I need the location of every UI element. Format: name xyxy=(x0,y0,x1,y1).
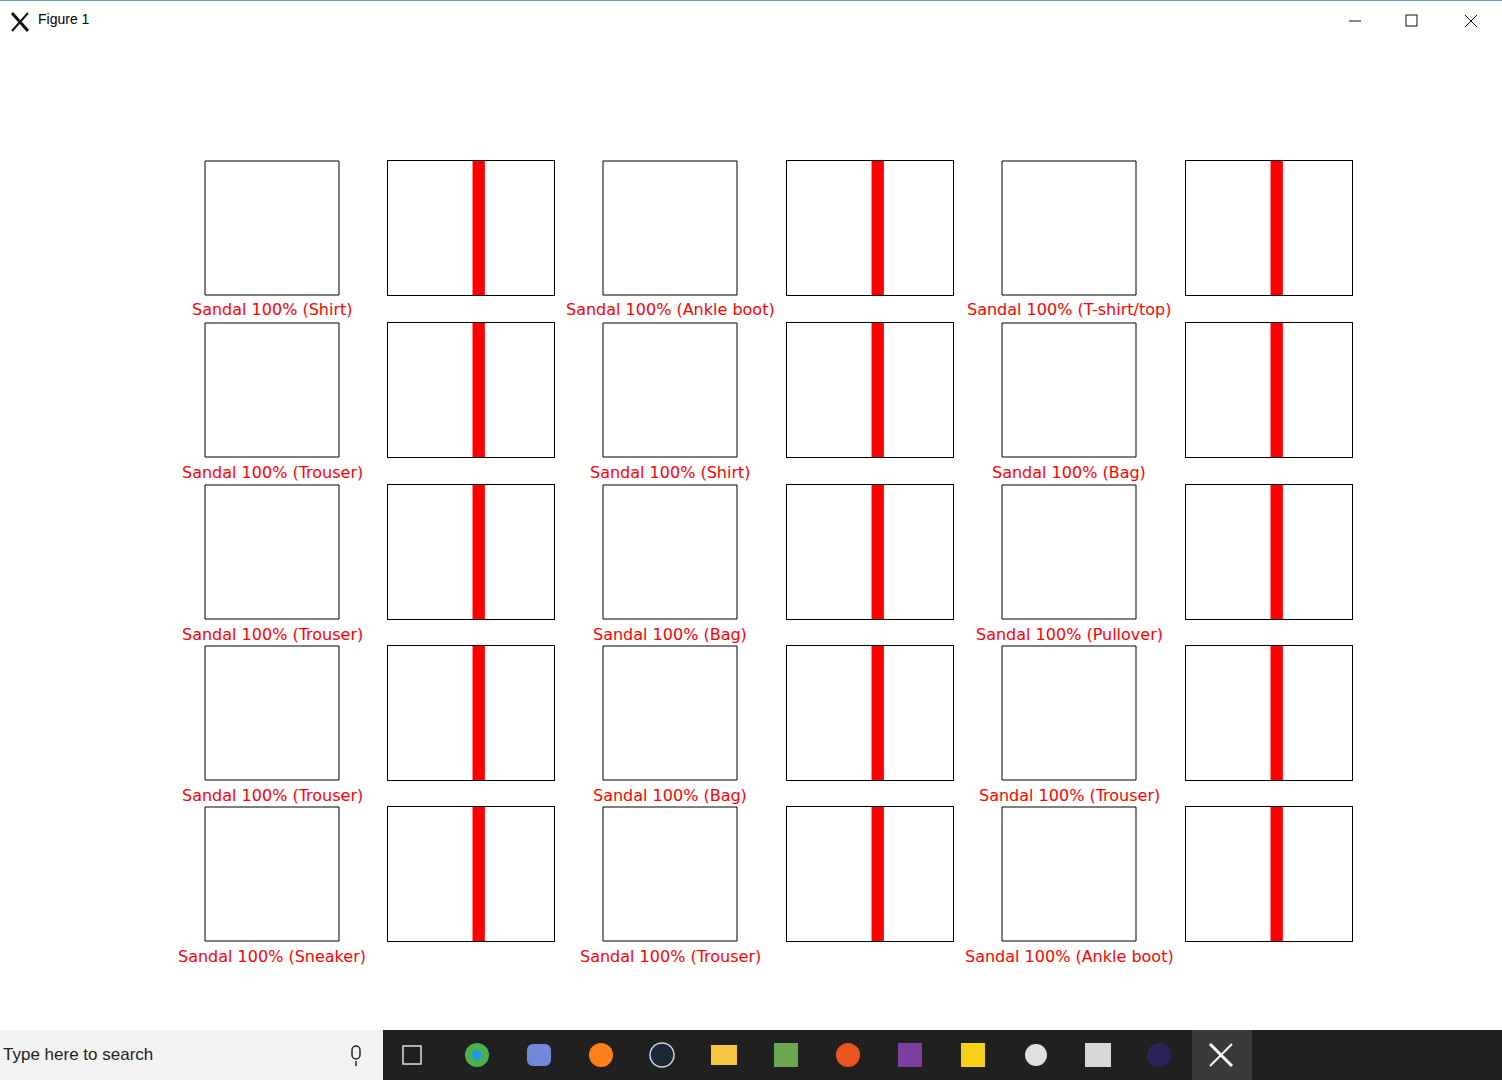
svg-text:Sandal 100% (Trouser): Sandal 100% (Trouser) xyxy=(580,947,761,966)
svg-text:Sandal 100% (Ankle boot): Sandal 100% (Ankle boot) xyxy=(965,947,1174,966)
svg-text:Sandal 100% (Bag): Sandal 100% (Bag) xyxy=(992,463,1146,482)
svg-text:Sandal 100% (Trouser): Sandal 100% (Trouser) xyxy=(182,625,363,644)
svg-text:Sandal 100% (Trouser): Sandal 100% (Trouser) xyxy=(182,786,363,805)
svg-text:Sandal 100% (Sneaker): Sandal 100% (Sneaker) xyxy=(178,947,366,966)
svg-text:Sandal 100% (Bag): Sandal 100% (Bag) xyxy=(593,625,747,644)
svg-text:Sandal 100% (Trouser): Sandal 100% (Trouser) xyxy=(979,786,1160,805)
html-text:Type here to search: Type here to search xyxy=(3,1045,154,1064)
svg-text:Sandal 100% (Trouser): Sandal 100% (Trouser) xyxy=(182,463,363,482)
html-text:Figure 1: Figure 1 xyxy=(38,11,90,27)
svg-text:Sandal 100% (Ankle boot): Sandal 100% (Ankle boot) xyxy=(566,300,775,319)
svg-text:Sandal 100% (Pullover): Sandal 100% (Pullover) xyxy=(976,625,1163,644)
svg-text:Sandal 100% (Shirt): Sandal 100% (Shirt) xyxy=(192,300,353,319)
svg-text:Sandal 100% (Bag): Sandal 100% (Bag) xyxy=(593,786,747,805)
svg-text:Sandal 100% (T-shirt/top): Sandal 100% (T-shirt/top) xyxy=(967,300,1171,319)
svg-text:Sandal 100% (Shirt): Sandal 100% (Shirt) xyxy=(590,463,751,482)
